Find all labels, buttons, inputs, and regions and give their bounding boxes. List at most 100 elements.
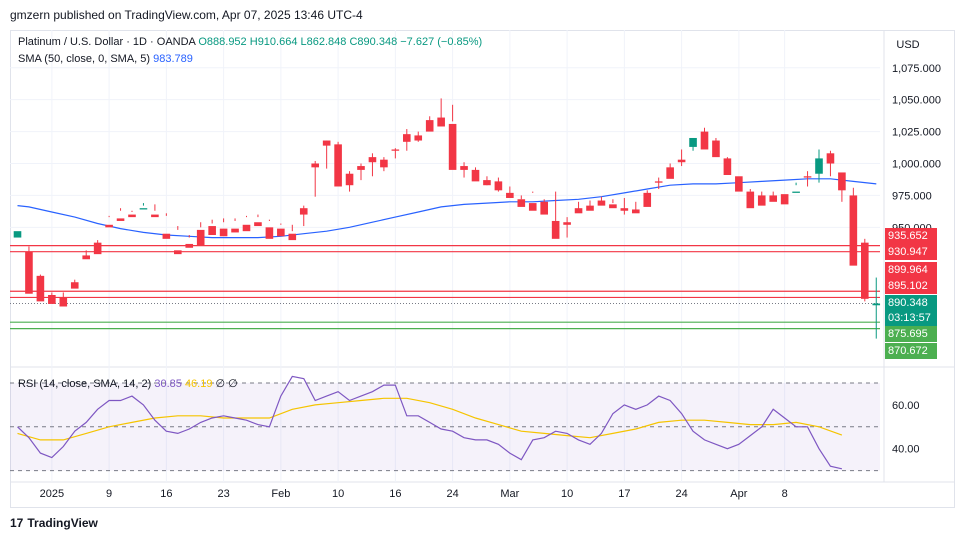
candle-body bbox=[25, 251, 33, 294]
candle-body bbox=[803, 176, 812, 178]
candle-body bbox=[82, 255, 90, 260]
candle-body bbox=[460, 166, 468, 170]
candle-body bbox=[334, 144, 342, 187]
ohlc-high-label: H bbox=[249, 36, 258, 48]
ohlc-open: 888.952 bbox=[206, 36, 247, 48]
time-tick-label: 24 bbox=[446, 488, 458, 500]
candle-body bbox=[780, 194, 789, 205]
rsi-legend: RSI (14, close, SMA, 14, 2) 30.85 46.19 … bbox=[18, 377, 238, 390]
time-tick-label: 10 bbox=[561, 488, 573, 500]
price-tick-label: 1,000.000 bbox=[892, 159, 941, 171]
candle-body bbox=[70, 282, 79, 289]
price-tag: 03:13:57 bbox=[885, 310, 937, 326]
tradingview-brand: 17 TradingView bbox=[10, 516, 98, 530]
price-tick-label: 1,025.000 bbox=[892, 127, 941, 139]
candle-body bbox=[322, 140, 331, 146]
candle-body bbox=[380, 159, 388, 168]
time-tick-label: Apr bbox=[730, 488, 747, 500]
candle-body bbox=[563, 222, 571, 225]
time-tick-label: 10 bbox=[332, 488, 344, 500]
candle-body bbox=[128, 214, 136, 218]
price-tag: 890.348 bbox=[885, 295, 937, 311]
time-tick-label: 8 bbox=[782, 488, 788, 500]
price-tick-label: 1,050.000 bbox=[892, 95, 941, 107]
price-tag: 895.102 bbox=[885, 278, 937, 294]
time-tick-label: 16 bbox=[160, 488, 172, 500]
price-tag: 870.672 bbox=[885, 343, 937, 359]
ohlc-low-label: L bbox=[300, 36, 307, 48]
candle-body bbox=[872, 303, 881, 306]
candle-body bbox=[494, 181, 503, 191]
chart-frame bbox=[10, 30, 955, 508]
candle-body bbox=[849, 195, 858, 266]
sma-label: SMA (50, close, 0, SMA, 5) bbox=[18, 53, 151, 65]
candle-body bbox=[208, 226, 216, 235]
candle-body bbox=[769, 195, 777, 202]
candle-body bbox=[448, 123, 457, 170]
publish-info: gmzern published on TradingView.com, Apr… bbox=[10, 8, 363, 22]
ohlc-close-label: C bbox=[349, 36, 358, 48]
candle-body bbox=[277, 228, 285, 237]
price-tag: 930.947 bbox=[885, 244, 937, 260]
candle-body bbox=[368, 157, 377, 163]
candle-body bbox=[288, 233, 297, 241]
candle-body bbox=[59, 297, 68, 307]
candle-body bbox=[746, 191, 755, 209]
candle-body bbox=[414, 135, 423, 141]
symbol-title: Platinum / U.S. Dollar · 1D · OANDA bbox=[18, 36, 196, 48]
candle-body bbox=[620, 208, 629, 211]
candle-body bbox=[425, 120, 434, 132]
candle-body bbox=[677, 159, 686, 163]
sma-legend: SMA (50, close, 0, SMA, 5) 983.789 bbox=[18, 53, 193, 65]
publish-header: gmzern published on TradingView.com, Apr… bbox=[0, 0, 964, 30]
candle-body bbox=[311, 163, 319, 168]
candle-body bbox=[471, 169, 480, 182]
price-tag: 875.695 bbox=[885, 326, 937, 342]
candle-body bbox=[757, 195, 766, 206]
candle-body bbox=[861, 242, 869, 299]
time-tick-label: 9 bbox=[106, 488, 112, 500]
currency-selector[interactable]: USD bbox=[896, 39, 920, 51]
candle-body bbox=[13, 231, 22, 238]
candle-body bbox=[483, 180, 491, 186]
candle-body bbox=[36, 275, 45, 302]
price-tag: 899.964 bbox=[885, 262, 937, 278]
time-tick-label: 23 bbox=[217, 488, 229, 500]
ohlc-high: 910.664 bbox=[257, 36, 298, 48]
candle-body bbox=[506, 192, 514, 198]
candle-body bbox=[93, 242, 102, 255]
price-tick-label: 975.000 bbox=[892, 190, 932, 202]
candle-body bbox=[792, 191, 800, 193]
brand-name: TradingView bbox=[27, 516, 98, 530]
candle-body bbox=[654, 181, 663, 183]
candle-body bbox=[219, 228, 228, 237]
candle-body bbox=[357, 166, 365, 170]
symbol-legend: Platinum / U.S. Dollar · 1D · OANDA O888… bbox=[18, 36, 482, 48]
candle-body bbox=[196, 229, 205, 246]
sma50-line bbox=[17, 178, 877, 239]
candle-body bbox=[723, 158, 732, 175]
time-tick-label: 2025 bbox=[40, 488, 64, 500]
time-tick-label: 17 bbox=[618, 488, 630, 500]
candle-body bbox=[151, 214, 159, 218]
rsi-line bbox=[17, 375, 843, 470]
candle-body bbox=[666, 167, 674, 179]
candle-body bbox=[231, 228, 239, 233]
tradingview-logo-icon: 17 bbox=[10, 516, 24, 530]
ohlc-low: 862.848 bbox=[306, 36, 347, 48]
price-tick-label: 1,075.000 bbox=[892, 63, 941, 75]
candle-body bbox=[609, 204, 617, 209]
candle-body bbox=[826, 153, 835, 164]
candle-body bbox=[185, 243, 194, 248]
candle-body bbox=[815, 158, 823, 174]
candle-body bbox=[116, 218, 125, 221]
rsi-sma-value: 46.19 bbox=[184, 378, 213, 390]
ohlc-change: −7.627 (−0.85%) bbox=[400, 36, 483, 48]
candle-body bbox=[139, 208, 148, 210]
candle-body bbox=[597, 200, 606, 206]
time-tick-label: 16 bbox=[389, 488, 401, 500]
candle-body bbox=[403, 134, 411, 142]
candle-body bbox=[551, 220, 560, 239]
candle-body bbox=[574, 208, 583, 214]
